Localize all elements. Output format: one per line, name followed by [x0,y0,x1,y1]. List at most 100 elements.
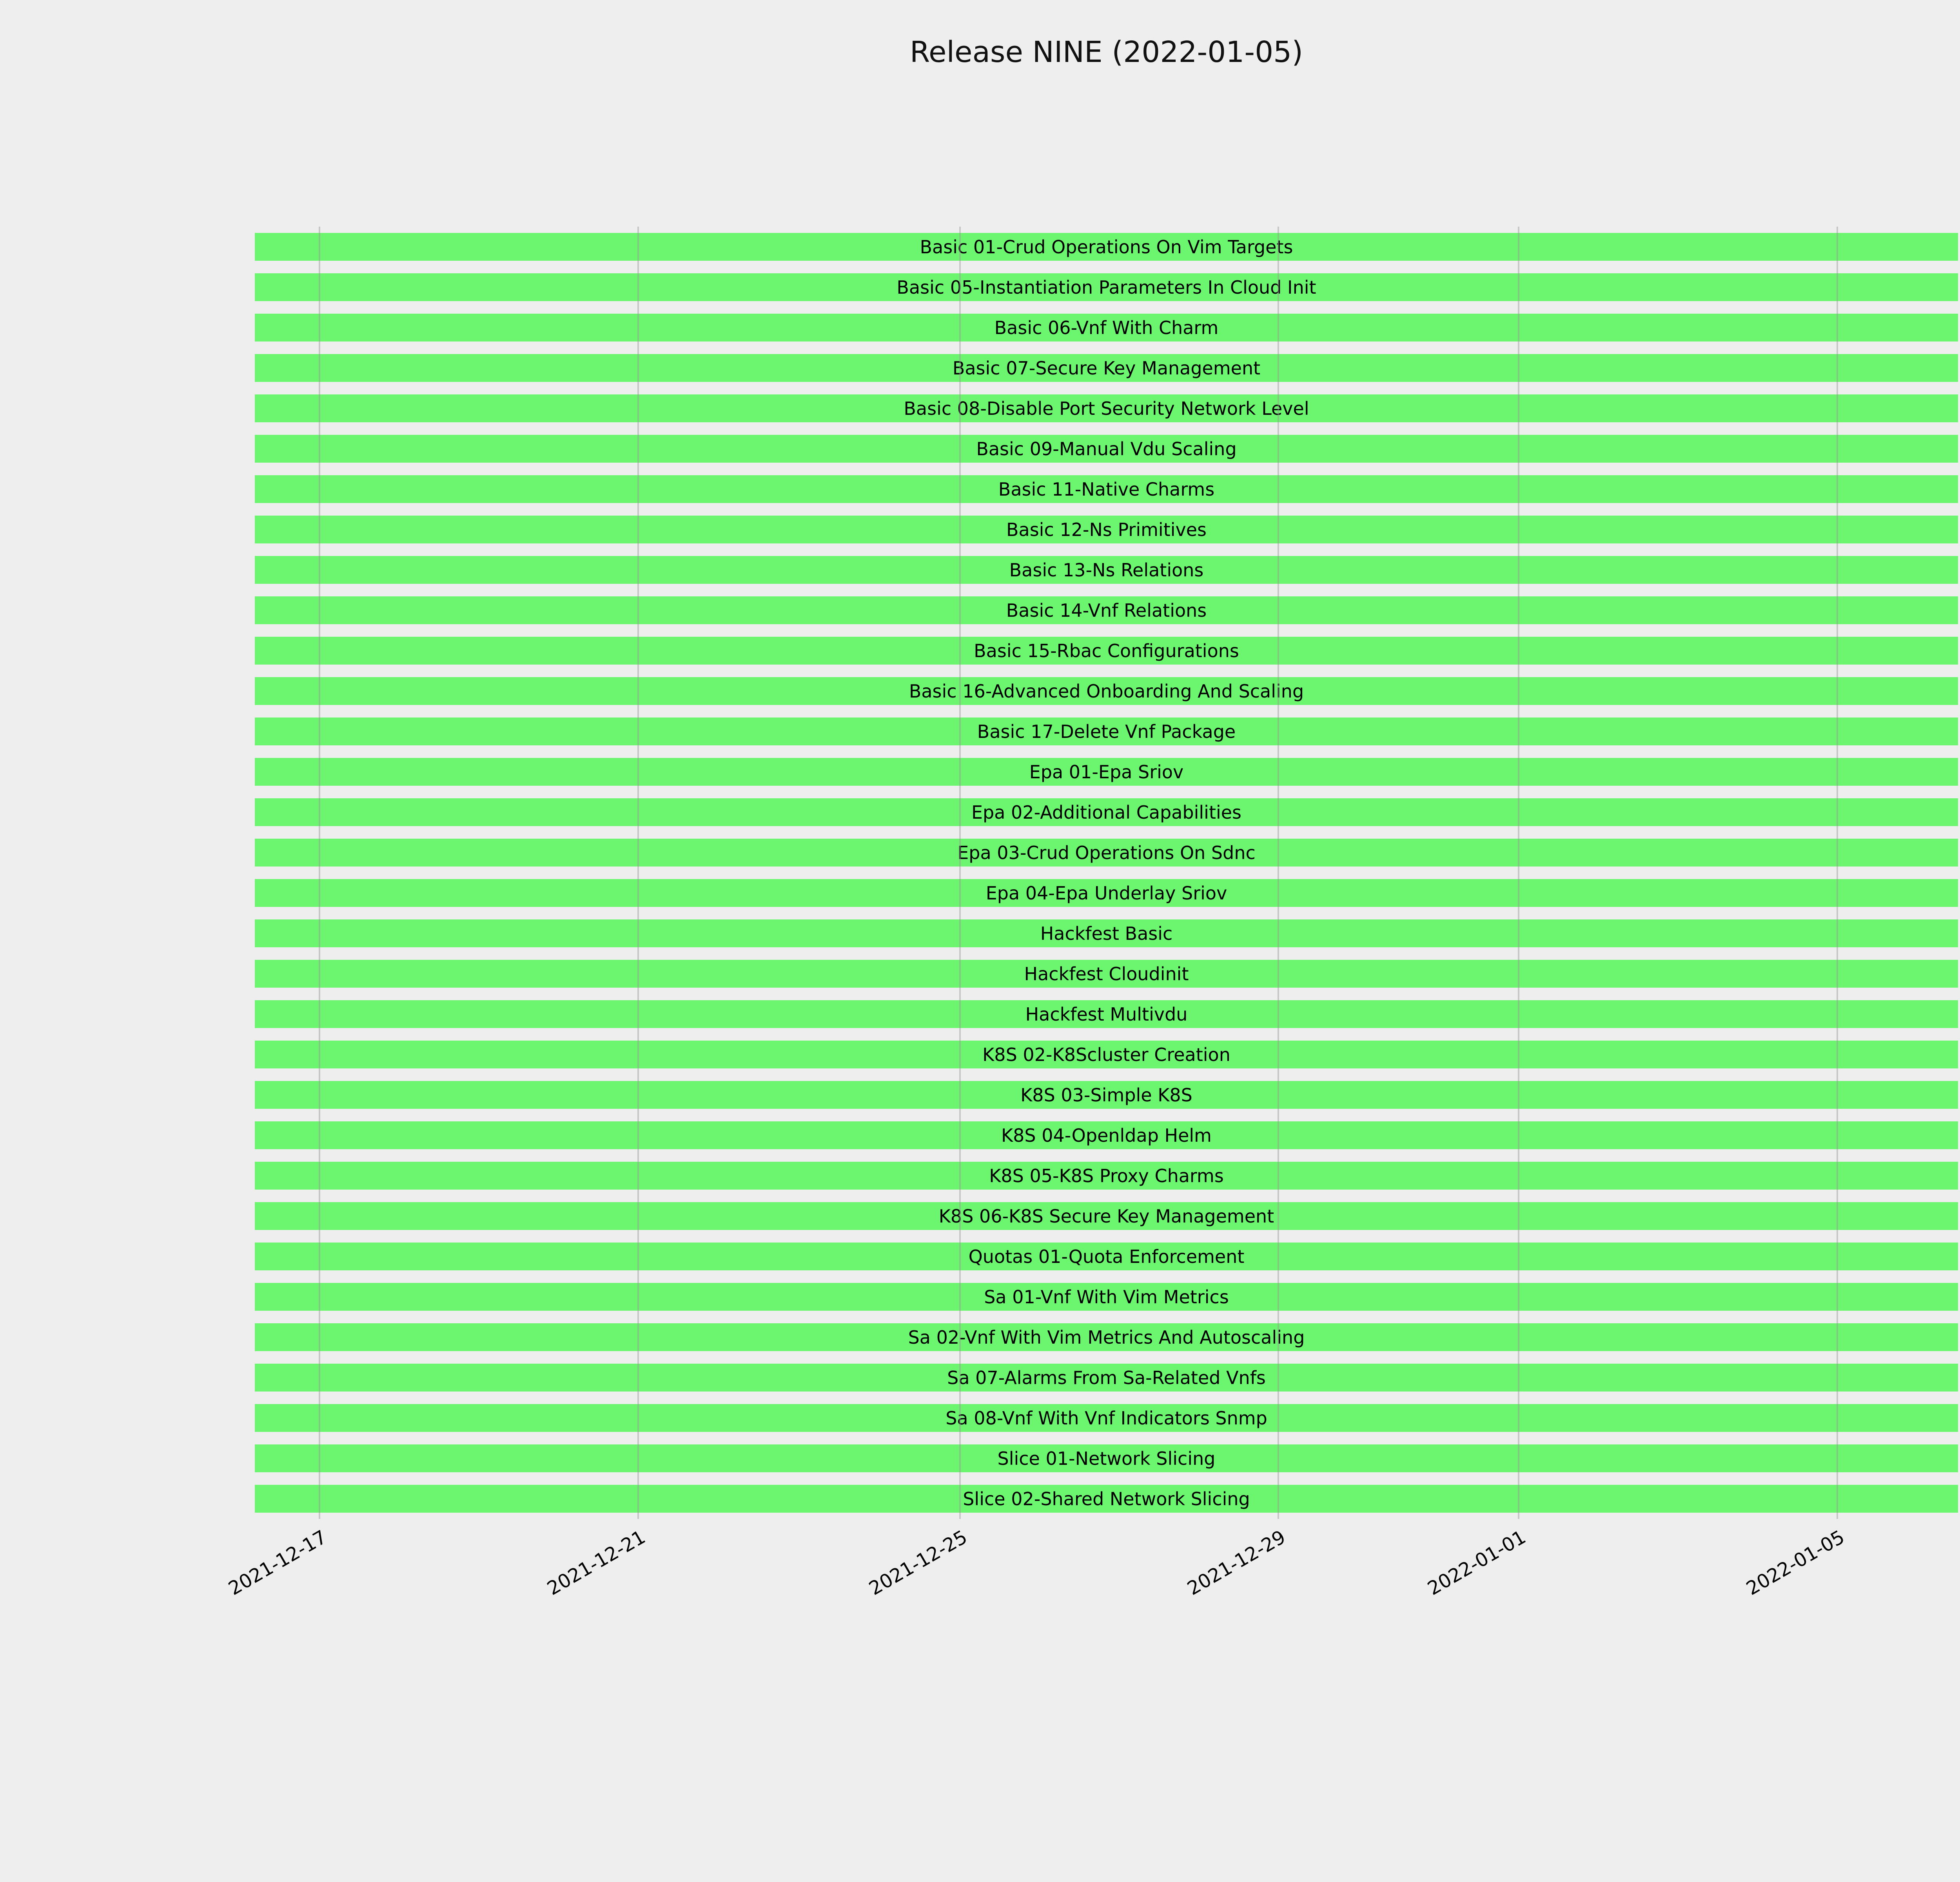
task-label: Basic 13-Ns Relations [1009,559,1204,581]
task-label: Sa 07-Alarms From Sa-Related Vnfs [947,1367,1266,1388]
task-label: Epa 04-Epa Underlay Sriov [985,882,1227,904]
gantt-row: Basic 17-Delete Vnf Package [255,711,1958,752]
task-bar[interactable]: Slice 02-Shared Network Slicing [255,1485,1958,1513]
task-bar[interactable]: Slice 01-Network Slicing [255,1444,1958,1472]
task-label: Quotas 01-Quota Enforcement [968,1246,1245,1267]
x-tick-label: 2021-12-25 [865,1526,971,1600]
task-bar[interactable]: Basic 14-Vnf Relations [255,596,1958,624]
task-bar[interactable]: Epa 01-Epa Sriov [255,758,1958,786]
x-tick-label: 2022-01-01 [1424,1526,1530,1600]
gantt-row: Basic 07-Secure Key Management [255,348,1958,388]
task-bar[interactable]: K8S 02-K8Scluster Creation [255,1041,1958,1068]
task-bar[interactable]: Sa 01-Vnf With Vim Metrics [255,1283,1958,1311]
gantt-row: Hackfest Multivdu [255,994,1958,1034]
plot-area: Basic 01-Crud Operations On Vim Targets B… [225,227,1958,1600]
task-bar[interactable]: Epa 02-Additional Capabilities [255,798,1958,826]
gantt-row: Basic 01-Crud Operations On Vim Targets [255,227,1958,267]
gantt-row: Basic 08-Disable Port Security Network L… [255,388,1958,429]
task-label: Hackfest Multivdu [1025,1003,1188,1025]
gantt-row: Slice 02-Shared Network Slicing [255,1479,1958,1519]
task-bar[interactable]: Basic 05-Instantiation Parameters In Clo… [255,273,1958,301]
task-bar[interactable]: Hackfest Basic [255,919,1958,947]
task-label: Basic 11-Native Charms [998,478,1215,500]
gantt-row: Basic 12-Ns Primitives [255,509,1958,550]
task-label: Basic 05-Instantiation Parameters In Clo… [897,276,1316,298]
task-bar[interactable]: Basic 01-Crud Operations On Vim Targets [255,233,1958,261]
gantt-row: Sa 02-Vnf With Vim Metrics And Autoscali… [255,1317,1958,1357]
x-tick-label: 2022-01-05 [1742,1526,1848,1600]
gantt-row: Basic 09-Manual Vdu Scaling [255,429,1958,469]
task-label: K8S 03-Simple K8S [1020,1084,1192,1106]
task-bar[interactable]: K8S 06-K8S Secure Key Management [255,1202,1958,1230]
task-label: Epa 03-Crud Operations On Sdnc [957,842,1256,863]
task-label: Basic 09-Manual Vdu Scaling [976,438,1237,460]
task-bar[interactable]: Basic 15-Rbac Configurations [255,637,1958,665]
task-label: Epa 02-Additional Capabilities [971,801,1242,823]
task-label: Slice 02-Shared Network Slicing [963,1488,1250,1510]
task-label: Basic 08-Disable Port Security Network L… [904,398,1309,419]
task-label: Sa 08-Vnf With Vnf Indicators Snmp [946,1407,1267,1429]
gantt-row: K8S 03-Simple K8S [255,1075,1958,1115]
gantt-row: Slice 01-Network Slicing [255,1438,1958,1479]
task-bar[interactable]: K8S 03-Simple K8S [255,1081,1958,1109]
gantt-row: Basic 14-Vnf Relations [255,590,1958,630]
task-label: Basic 01-Crud Operations On Vim Targets [920,236,1293,258]
task-bar[interactable]: Quotas 01-Quota Enforcement [255,1243,1958,1270]
gantt-row: K8S 04-Openldap Helm [255,1115,1958,1155]
gantt-row: K8S 02-K8Scluster Creation [255,1034,1958,1075]
task-bar[interactable]: Sa 02-Vnf With Vim Metrics And Autoscali… [255,1323,1958,1351]
task-label: Sa 02-Vnf With Vim Metrics And Autoscali… [908,1326,1305,1348]
task-bar[interactable]: Basic 11-Native Charms [255,475,1958,503]
task-label: Basic 15-Rbac Configurations [974,640,1239,661]
task-label: Hackfest Cloudinit [1024,963,1189,985]
task-bars: Basic 01-Crud Operations On Vim Targets B… [255,227,1958,1519]
gantt-row: Epa 02-Additional Capabilities [255,792,1958,832]
task-label: Basic 07-Secure Key Management [952,357,1261,379]
x-axis: 2021-12-17 2021-12-21 2021-12-25 2021-12-29… [225,1519,1958,1644]
task-label: Slice 01-Network Slicing [997,1448,1216,1469]
task-bar[interactable]: Epa 04-Epa Underlay Sriov [255,879,1958,907]
task-label: Hackfest Basic [1040,923,1173,944]
task-bar[interactable]: K8S 04-Openldap Helm [255,1121,1958,1149]
task-bar[interactable]: Sa 08-Vnf With Vnf Indicators Snmp [255,1404,1958,1432]
task-bar[interactable]: Sa 07-Alarms From Sa-Related Vnfs [255,1364,1958,1392]
task-bar[interactable]: Basic 09-Manual Vdu Scaling [255,435,1958,463]
task-bar[interactable]: Basic 08-Disable Port Security Network L… [255,394,1958,422]
task-label: K8S 02-K8Scluster Creation [982,1044,1230,1065]
task-label: Basic 17-Delete Vnf Package [977,721,1236,742]
task-bar[interactable]: Hackfest Multivdu [255,1000,1958,1028]
gantt-row: Basic 06-Vnf With Charm [255,307,1958,348]
x-tick-label: 2021-12-21 [543,1526,649,1600]
task-label: K8S 04-Openldap Helm [1001,1124,1212,1146]
x-tick-label: 2021-12-17 [225,1526,331,1600]
task-label: K8S 06-K8S Secure Key Management [938,1205,1274,1227]
task-bar[interactable]: Hackfest Cloudinit [255,960,1958,988]
task-label: K8S 05-K8S Proxy Charms [989,1165,1224,1186]
gantt-row: Sa 08-Vnf With Vnf Indicators Snmp [255,1398,1958,1438]
gantt-row: Epa 03-Crud Operations On Sdnc [255,832,1958,873]
task-bar[interactable]: Basic 12-Ns Primitives [255,516,1958,543]
task-bar[interactable]: Epa 03-Crud Operations On Sdnc [255,839,1958,867]
gantt-row: Epa 04-Epa Underlay Sriov [255,873,1958,913]
gantt-row: K8S 06-K8S Secure Key Management [255,1196,1958,1236]
gantt-row: Quotas 01-Quota Enforcement [255,1236,1958,1277]
gantt-row: Epa 01-Epa Sriov [255,752,1958,792]
x-tick-label: 2021-12-29 [1183,1526,1290,1600]
gantt-row: Hackfest Cloudinit [255,954,1958,994]
task-bar[interactable]: Basic 16-Advanced Onboarding And Scaling [255,677,1958,705]
task-bar[interactable]: Basic 06-Vnf With Charm [255,314,1958,342]
gantt-row: Sa 07-Alarms From Sa-Related Vnfs [255,1357,1958,1398]
task-bar[interactable]: Basic 17-Delete Vnf Package [255,718,1958,745]
gantt-row: K8S 05-K8S Proxy Charms [255,1155,1958,1196]
gantt-row: Basic 15-Rbac Configurations [255,630,1958,671]
task-label: Sa 01-Vnf With Vim Metrics [984,1286,1229,1308]
task-label: Basic 16-Advanced Onboarding And Scaling [909,680,1304,702]
task-label: Basic 14-Vnf Relations [1006,599,1207,621]
task-bar[interactable]: Basic 07-Secure Key Management [255,354,1958,382]
task-label: Epa 01-Epa Sriov [1029,761,1184,783]
gantt-row: Basic 11-Native Charms [255,469,1958,509]
task-bar[interactable]: Basic 13-Ns Relations [255,556,1958,584]
gantt-row: Sa 01-Vnf With Vim Metrics [255,1277,1958,1317]
task-bar[interactable]: K8S 05-K8S Proxy Charms [255,1162,1958,1190]
